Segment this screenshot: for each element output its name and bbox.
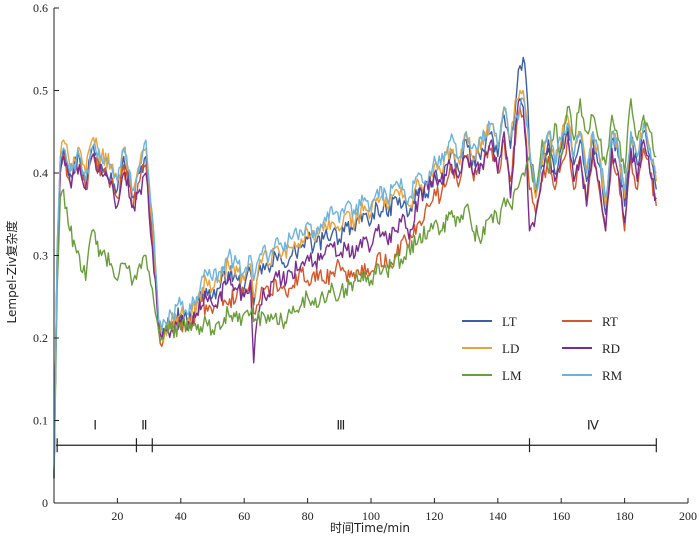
phase-label: Ⅱ bbox=[141, 417, 147, 432]
x-axis-title: 时间Time/min bbox=[330, 521, 410, 535]
x-tick-label: 80 bbox=[302, 509, 314, 523]
legend-label-lm: LM bbox=[502, 368, 522, 383]
x-tick-label: 100 bbox=[362, 509, 380, 523]
x-tick-label: 60 bbox=[238, 509, 250, 523]
x-tick-label: 20 bbox=[111, 509, 123, 523]
axes: 0 0.1 0.2 0.3 0.4 0.5 0.6 20 40 60 80 100 120 140 160 1… bbox=[33, 1, 697, 523]
y-axis-title: Lempel-Ziv复杂度 bbox=[4, 221, 19, 324]
x-tick-label: 40 bbox=[175, 509, 187, 523]
phase-label: Ⅲ bbox=[336, 417, 345, 432]
y-tick-label: 0.1 bbox=[33, 414, 48, 428]
legend-label-rt: RT bbox=[602, 314, 618, 329]
series-lines bbox=[53, 56, 657, 479]
y-tick-label: 0.6 bbox=[33, 1, 48, 15]
series-line-lm bbox=[53, 98, 657, 479]
y-tick-label: 0 bbox=[42, 496, 48, 510]
phase-label: Ⅰ bbox=[93, 417, 97, 432]
y-tick-label: 0.5 bbox=[33, 84, 48, 98]
x-tick-label: 200 bbox=[679, 509, 697, 523]
x-tick-label: 120 bbox=[425, 509, 443, 523]
legend-label-rm: RM bbox=[602, 368, 623, 383]
x-tick-label: 180 bbox=[616, 509, 634, 523]
y-tick-label: 0.3 bbox=[33, 249, 48, 263]
phase-annotations: Ⅰ Ⅱ Ⅲ Ⅳ bbox=[56, 417, 657, 453]
legend-label-rd: RD bbox=[602, 341, 620, 356]
y-tick-label: 0.4 bbox=[33, 166, 48, 180]
legend-label-lt: LT bbox=[502, 314, 517, 329]
phase-label: Ⅳ bbox=[587, 417, 599, 432]
x-tick-label: 160 bbox=[552, 509, 570, 523]
y-tick-label: 0.2 bbox=[33, 331, 48, 345]
x-tick-label: 140 bbox=[489, 509, 507, 523]
series-line-rm bbox=[53, 97, 657, 479]
legend: LT RT LD RD LM RM bbox=[462, 314, 623, 383]
legend-label-ld: LD bbox=[502, 341, 519, 356]
